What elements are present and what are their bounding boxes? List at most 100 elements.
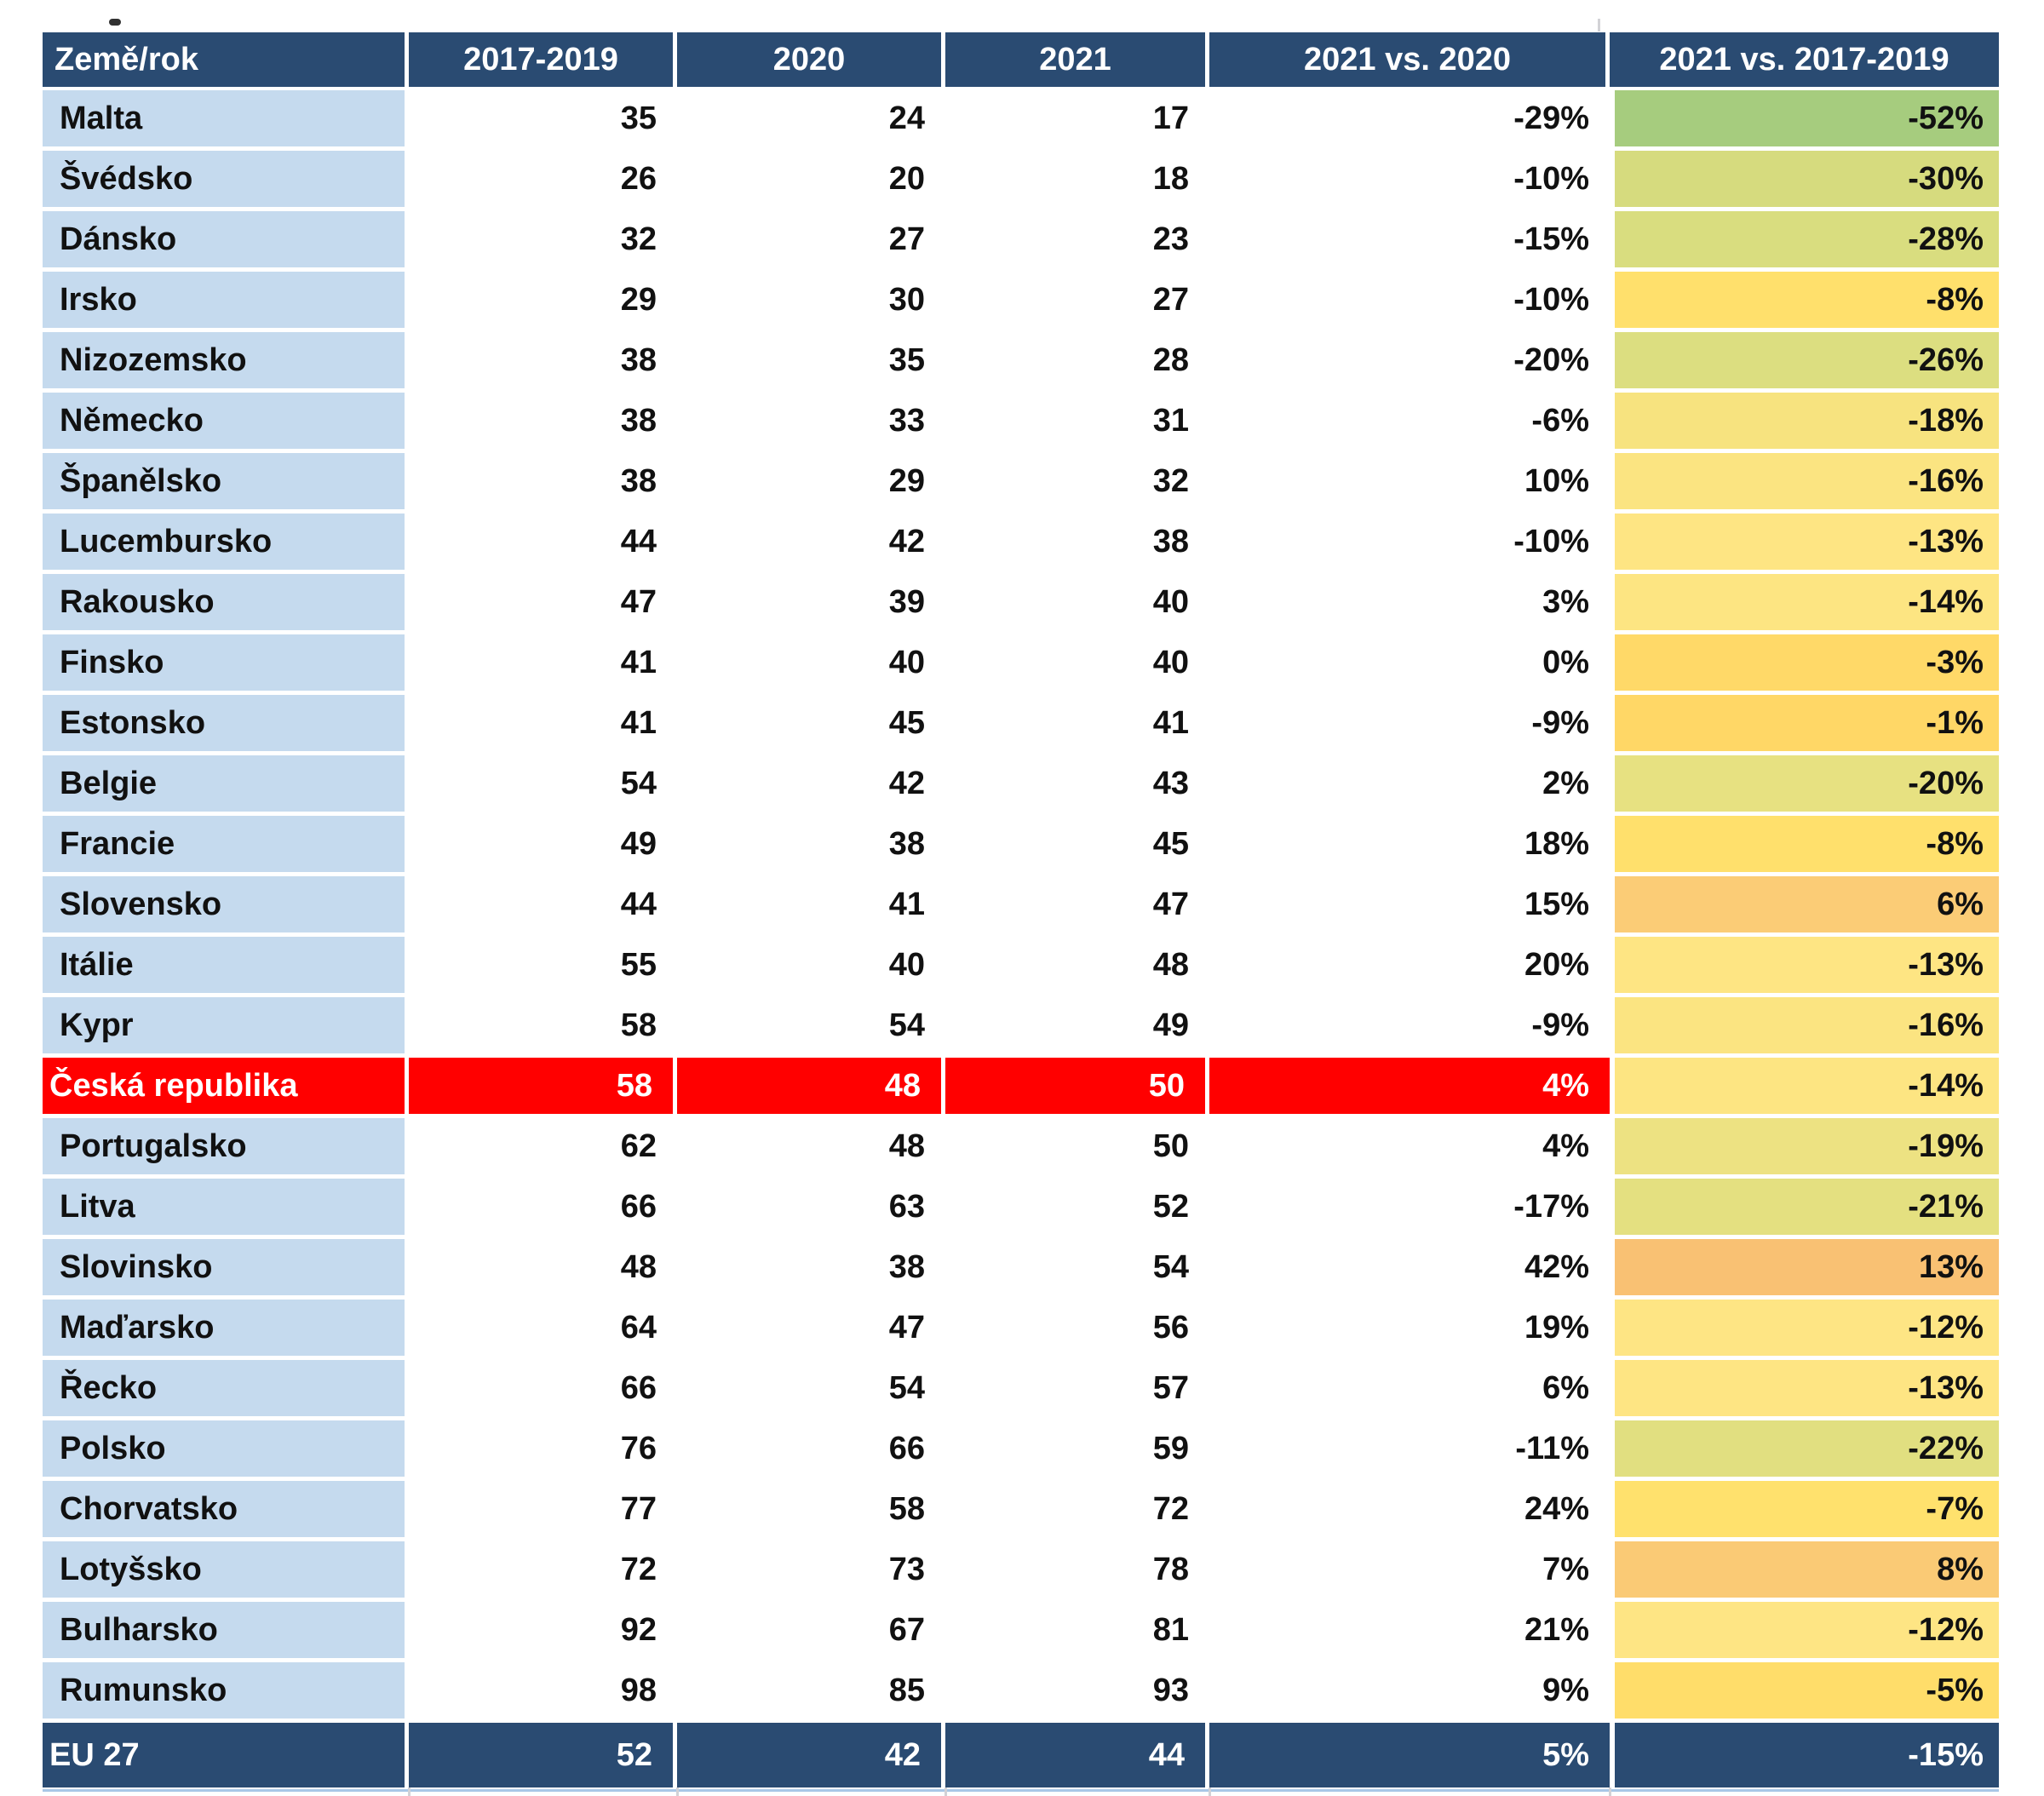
value-cell-2020: 38 — [677, 1239, 945, 1300]
value-cell-2021: 52 — [945, 1179, 1209, 1239]
country-cell: Německo — [43, 393, 409, 453]
value-cell-2021-vs-2017-2019: -30% — [1610, 151, 1999, 211]
country-cell: Itálie — [43, 937, 409, 997]
table-row-litva: Litva 66 63 52 -17% -21% — [43, 1179, 1999, 1239]
value-cell-2020: 63 — [677, 1179, 945, 1239]
footer-value-cell-2020: 42 — [677, 1723, 945, 1787]
value-cell-2020: 48 — [677, 1118, 945, 1179]
value-cell-2017-2019: 38 — [409, 393, 677, 453]
value-cell-2020: 24 — [677, 90, 945, 151]
value-cell-2021-vs-2020: -6% — [1209, 393, 1610, 453]
value-cell-2021-vs-2020: 7% — [1209, 1541, 1610, 1602]
value-cell-2021: 43 — [945, 755, 1209, 816]
value-cell-2021: 47 — [945, 876, 1209, 937]
gridline-tick — [408, 1787, 411, 1796]
value-cell-2021-vs-2017-2019: -52% — [1610, 90, 1999, 151]
value-cell-2021-vs-2017-2019: -1% — [1610, 695, 1999, 755]
value-cell-2021-vs-2017-2019: -13% — [1610, 937, 1999, 997]
value-cell-2021-vs-2020: 42% — [1209, 1239, 1610, 1300]
value-cell-2021-vs-2020: 15% — [1209, 876, 1610, 937]
value-cell-2021: 81 — [945, 1602, 1209, 1662]
table-footer: EU 27 52 42 44 5% -15% — [43, 1723, 1999, 1787]
value-cell-2021-vs-2020: -20% — [1209, 332, 1610, 393]
country-cell: Švédsko — [43, 151, 409, 211]
column-header-y2021: 2021 — [945, 32, 1209, 90]
value-cell-2020: 40 — [677, 937, 945, 997]
value-cell-2021: 54 — [945, 1239, 1209, 1300]
table-row-bulharsko: Bulharsko 92 67 81 21% -12% — [43, 1602, 1999, 1662]
table-row-slovensko: Slovensko 44 41 47 15% 6% — [43, 876, 1999, 937]
table-row-belgie: Belgie 54 42 43 2% -20% — [43, 755, 1999, 816]
country-cell: Španělsko — [43, 453, 409, 514]
table-row-estonsko: Estonsko 41 45 41 -9% -1% — [43, 695, 1999, 755]
value-cell-2020: 42 — [677, 514, 945, 574]
value-cell-2021: 40 — [945, 634, 1209, 695]
value-cell-2021-vs-2017-2019: -26% — [1610, 332, 1999, 393]
value-cell-2021-vs-2017-2019: -3% — [1610, 634, 1999, 695]
header-row: Země/rok 2017-2019 2020 2021 2021 vs. 2020 20… — [43, 32, 1999, 90]
value-cell-2017-2019: 77 — [409, 1481, 677, 1541]
value-cell-2021-vs-2020: -10% — [1209, 151, 1610, 211]
value-cell-2021: 31 — [945, 393, 1209, 453]
value-cell-2021-vs-2017-2019: -7% — [1610, 1481, 1999, 1541]
value-cell-2020: 45 — [677, 695, 945, 755]
table-row-recko: Řecko 66 54 57 6% -13% — [43, 1360, 1999, 1420]
column-header-y2017-2019: 2017-2019 — [409, 32, 677, 90]
footer-bottom-border — [43, 1789, 1999, 1792]
table-header: Země/rok 2017-2019 2020 2021 2021 vs. 2020 20… — [43, 32, 1999, 90]
country-comparison-table: Země/rok 2017-2019 2020 2021 2021 vs. 2020 20… — [43, 32, 1999, 1787]
value-cell-2021: 38 — [945, 514, 1209, 574]
value-cell-2021-vs-2020: -15% — [1209, 211, 1610, 272]
table-row-rumunsko: Rumunsko 98 85 93 9% -5% — [43, 1662, 1999, 1723]
value-cell-2017-2019: 92 — [409, 1602, 677, 1662]
value-cell-2020: 33 — [677, 393, 945, 453]
country-cell: Malta — [43, 90, 409, 151]
value-cell-2020: 39 — [677, 574, 945, 634]
value-cell-2021: 48 — [945, 937, 1209, 997]
value-cell-2021-vs-2017-2019: -14% — [1610, 1058, 1999, 1118]
country-cell: Francie — [43, 816, 409, 876]
country-cell: Maďarsko — [43, 1300, 409, 1360]
value-cell-2021: 49 — [945, 997, 1209, 1058]
table-row-nemecko: Německo 38 33 31 -6% -18% — [43, 393, 1999, 453]
country-cell: Portugalsko — [43, 1118, 409, 1179]
value-cell-2020: 54 — [677, 1360, 945, 1420]
value-cell-2021: 40 — [945, 574, 1209, 634]
value-cell-2020: 30 — [677, 272, 945, 332]
value-cell-2017-2019: 47 — [409, 574, 677, 634]
table-row-spanelsko: Španělsko 38 29 32 10% -16% — [43, 453, 1999, 514]
value-cell-2017-2019: 44 — [409, 514, 677, 574]
value-cell-2021-vs-2017-2019: -18% — [1610, 393, 1999, 453]
crop-artifact-dot — [109, 19, 121, 26]
value-cell-2020: 35 — [677, 332, 945, 393]
value-cell-2021-vs-2020: 4% — [1209, 1118, 1610, 1179]
country-cell: Rakousko — [43, 574, 409, 634]
value-cell-2021-vs-2017-2019: 8% — [1610, 1541, 1999, 1602]
footer-row-eu27: EU 27 52 42 44 5% -15% — [43, 1723, 1999, 1787]
value-cell-2020: 41 — [677, 876, 945, 937]
value-cell-2020: 40 — [677, 634, 945, 695]
table-row-chorvatsko: Chorvatsko 77 58 72 24% -7% — [43, 1481, 1999, 1541]
value-cell-2021-vs-2017-2019: -22% — [1610, 1420, 1999, 1481]
value-cell-2021-vs-2020: -10% — [1209, 514, 1610, 574]
value-cell-2021: 41 — [945, 695, 1209, 755]
country-cell: Polsko — [43, 1420, 409, 1481]
table-row-kypr: Kypr 58 54 49 -9% -16% — [43, 997, 1999, 1058]
value-cell-2020: 47 — [677, 1300, 945, 1360]
value-cell-2017-2019: 41 — [409, 695, 677, 755]
footer-value-cell-2021-vs-2017-2019: -15% — [1610, 1723, 1999, 1787]
value-cell-2020: 20 — [677, 151, 945, 211]
table-row-slovinsko: Slovinsko 48 38 54 42% 13% — [43, 1239, 1999, 1300]
value-cell-2021: 78 — [945, 1541, 1209, 1602]
table-row-rakousko: Rakousko 47 39 40 3% -14% — [43, 574, 1999, 634]
value-cell-2021-vs-2017-2019: -28% — [1610, 211, 1999, 272]
value-cell-2021-vs-2020: -9% — [1209, 695, 1610, 755]
value-cell-2021: 93 — [945, 1662, 1209, 1723]
country-cell: Lotyšsko — [43, 1541, 409, 1602]
value-cell-2021-vs-2017-2019: 13% — [1610, 1239, 1999, 1300]
value-cell-2021-vs-2017-2019: -14% — [1610, 574, 1999, 634]
table-row-italie: Itálie 55 40 48 20% -13% — [43, 937, 1999, 997]
value-cell-2020: 48 — [677, 1058, 945, 1118]
country-cell: Rumunsko — [43, 1662, 409, 1723]
country-cell: Nizozemsko — [43, 332, 409, 393]
